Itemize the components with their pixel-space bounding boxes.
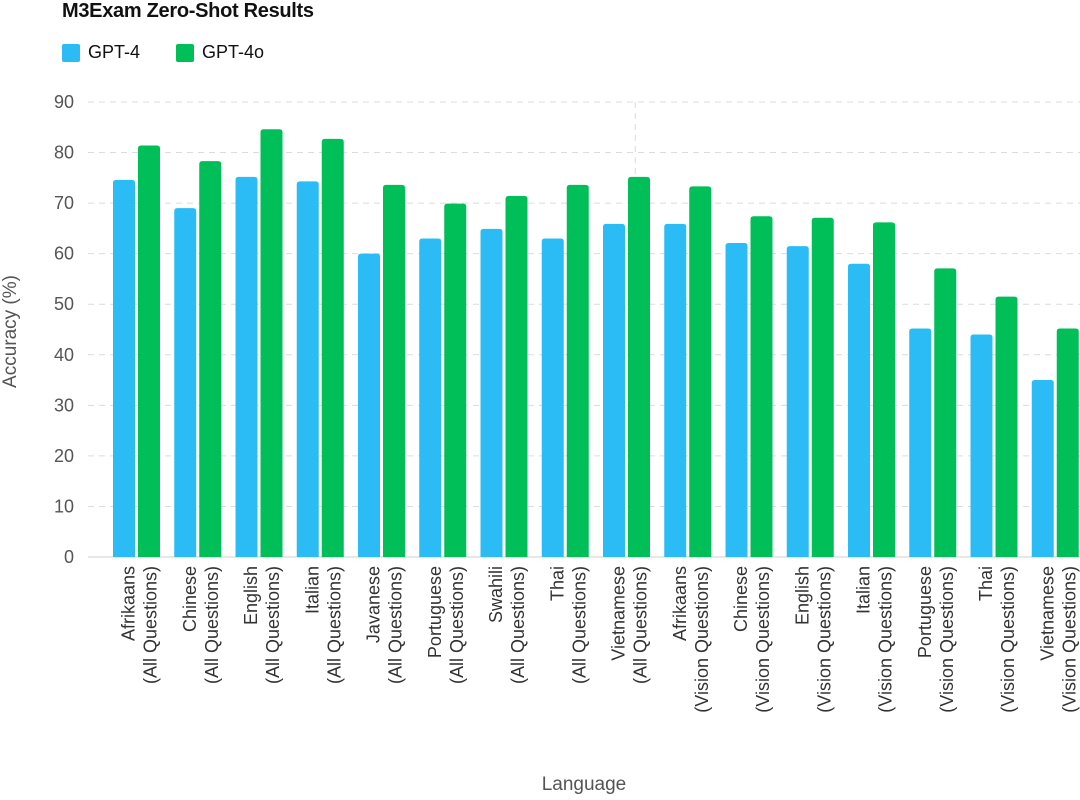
bar-gpt-4-15: GPT-4: 35: [1031, 380, 1054, 557]
bar-gpt-4-6: GPT-4: 64.9: [480, 228, 503, 557]
bar-gpt-4o-10: GPT-4o: 67.4: [750, 216, 773, 557]
x-tick-label: Chinese (Vision Questions): [731, 566, 773, 713]
x-tick-label: Swahili (All Questions): [486, 566, 528, 684]
y-tick-label: 10: [54, 496, 74, 516]
x-tick-label: Thai (Vision Questions): [976, 566, 1018, 713]
chart-title: M3Exam Zero-Shot Results: [62, 0, 314, 22]
legend-label-gpt-4: GPT-4: [88, 42, 141, 62]
legend-item-gpt-4o[interactable]: GPT-4o: [176, 42, 264, 63]
bar-gpt-4-11: GPT-4: 61.5: [786, 246, 809, 558]
bar-gpt-4o-14: GPT-4o: 51.5: [995, 296, 1018, 557]
bar-gpt-4o-0: GPT-4o: 81.4: [138, 145, 160, 557]
bar-gpt-4-9: GPT-4: 65.9: [664, 223, 687, 558]
y-tick-label: 50: [54, 294, 74, 314]
y-tick-label: 80: [54, 143, 74, 163]
legend-label-gpt-4o: GPT-4o: [202, 42, 265, 62]
x-tick-label: Thai (All Questions): [547, 566, 589, 684]
bar-gpt-4o-15: GPT-4o: 45.2: [1056, 328, 1079, 557]
bar-gpt-4-5: GPT-4: 63: [419, 238, 442, 557]
bar-gpt-4o-3: GPT-4o: 82.7: [321, 138, 344, 557]
bar-gpt-4-0: GPT-4: 74.6: [113, 179, 135, 557]
y-tick-label: 70: [54, 193, 74, 213]
bar-gpt-4-2: GPT-4: 75.2: [235, 176, 258, 558]
bar-gpt-4o-13: GPT-4o: 57.1: [934, 268, 957, 557]
x-axis-title: Language: [542, 774, 627, 795]
x-tick-label: Vietnamese (All Questions): [609, 566, 651, 684]
bar-gpt-4o-8: GPT-4o: 75.2: [628, 176, 650, 558]
bar-gpt-4-12: GPT-4: 58: [848, 263, 870, 557]
chart-legend: GPT-4 GPT-4o: [62, 42, 300, 63]
bar-gpt-4o-4: GPT-4o: 73.6: [383, 184, 405, 557]
bar-gpt-4o-1: GPT-4o: 78.3: [199, 161, 222, 557]
bar-gpt-4-8: GPT-4: 65.9: [603, 223, 625, 558]
y-axis-title: Accuracy (%): [0, 275, 21, 388]
bar-gpt-4-7: GPT-4: 63: [541, 238, 564, 557]
bar-gpt-4-1: GPT-4: 69: [174, 208, 197, 557]
x-tick-label: English (All Questions): [241, 566, 283, 684]
x-tick-label: Portuguese (All Questions): [425, 566, 467, 684]
bar-gpt-4-13: GPT-4: 45.2: [909, 328, 932, 557]
y-tick-label: 20: [54, 446, 74, 466]
legend-item-gpt-4[interactable]: GPT-4: [62, 42, 140, 63]
bar-gpt-4o-7: GPT-4o: 73.6: [566, 184, 589, 557]
bar-gpt-4o-5: GPT-4o: 69.9: [444, 203, 467, 557]
x-tick-label: Portuguese (Vision Questions): [915, 566, 957, 713]
y-tick-label: 60: [54, 244, 74, 264]
y-tick-label: 30: [54, 395, 74, 415]
x-tick-label: Afrikaans (All Questions): [119, 566, 161, 684]
bar-gpt-4o-12: GPT-4o: 66.2: [873, 222, 895, 558]
bar-gpt-4o-6: GPT-4o: 71.4: [505, 196, 528, 558]
bar-gpt-4-4: GPT-4: 60: [358, 253, 380, 557]
x-tick-label: Chinese (All Questions): [180, 566, 222, 684]
bar-gpt-4o-2: GPT-4o: 84.6: [260, 129, 283, 558]
x-tick-label: Vietnamese (Vision Questions): [1037, 566, 1079, 713]
bar-gpt-4o-9: GPT-4o: 73.3: [689, 186, 712, 557]
y-tick-label: 40: [54, 345, 74, 365]
bar-gpt-4-3: GPT-4: 74.3: [296, 181, 319, 557]
legend-swatch-gpt-4o: [176, 43, 195, 62]
x-tick-label: Italian (All Questions): [302, 566, 344, 684]
legend-swatch-gpt-4: [62, 43, 80, 62]
bar-gpt-4-14: GPT-4: 44: [970, 334, 993, 557]
x-tick-label: Afrikaans (Vision Questions): [670, 566, 712, 713]
bar-gpt-4-10: GPT-4: 62.1: [725, 243, 748, 558]
x-tick-label: English (Vision Questions): [792, 566, 834, 713]
x-tick-label: Javanese (All Questions): [364, 566, 406, 684]
x-tick-label: Italian (Vision Questions): [854, 566, 896, 713]
y-tick-label: 0: [64, 547, 74, 567]
y-tick-label: 90: [54, 92, 74, 112]
bar-gpt-4o-11: GPT-4o: 67.1: [811, 217, 834, 557]
